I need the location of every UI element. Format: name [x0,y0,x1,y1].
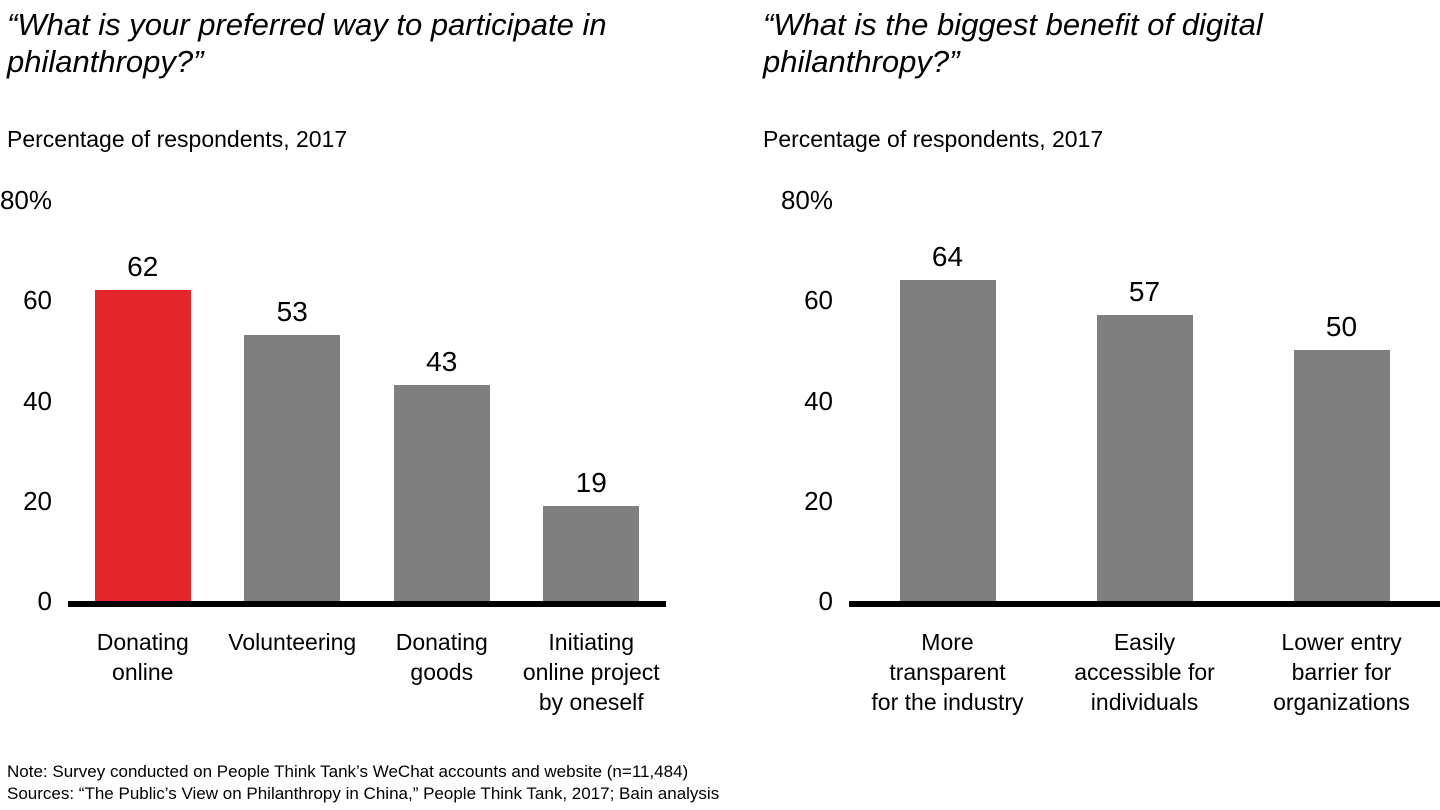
y-axis-tick-label: 20 [804,485,833,516]
chart-subtitle: Percentage of respondents, 2017 [763,126,1104,152]
chart-title: “What is your preferred way to participa… [7,7,607,79]
x-axis-category-label: Volunteering [228,629,357,655]
bar-value-label: 64 [931,241,964,273]
bar [94,290,191,601]
y-axis-tick-label: 60 [804,285,833,316]
sources-line: Sources: “The Public’s View on Philanthr… [7,784,720,803]
y-axis-tick-label: 0 [37,586,52,616]
x-axis-category-label: Donating goods [395,629,488,685]
x-axis-line [849,601,1440,607]
bar-value-label: 43 [426,346,458,378]
chart-title: “What is the biggest benefit of digital … [763,7,1263,79]
bar [543,505,640,601]
y-axis-tick-label: 60 [23,285,52,316]
y-axis-tick-label: 40 [804,385,833,416]
bar [899,280,996,601]
footnote-block: Note: Survey conducted on People Think T… [7,761,719,805]
x-axis-category-label: Easily accessible for individuals [1074,629,1215,715]
bar-value-label: 50 [1325,311,1358,343]
y-axis-top-label: 80% [780,185,833,215]
bar [244,335,341,601]
x-axis-category-label: Lower entry barrier for organizations [1273,629,1410,715]
x-axis-category-label: Initiating online project by oneself [522,629,660,715]
x-axis-line [68,601,666,607]
plot-area: 0 20 40 60 80% 62 Donating online 53 Volunteerin… [0,185,666,715]
y-axis-tick-label: 0 [818,586,833,616]
y-axis-tick-label: 40 [23,385,52,416]
bar [393,385,490,601]
x-axis-category-label: More transparent for the industry [871,629,1024,715]
y-axis-tick-label: 20 [23,485,52,516]
bar-value-label: 53 [276,296,308,328]
bar [1096,315,1193,601]
y-axis-top-label: 80% [0,185,52,215]
left-chart-panel: “What is your preferred way to participa… [0,6,666,715]
bar-value-label: 57 [1128,276,1161,308]
bar-value-label: 62 [127,251,159,283]
note-line: Note: Survey conducted on People Think T… [7,762,689,781]
bar-value-label: 19 [575,466,607,498]
chart-subtitle: Percentage of respondents, 2017 [7,126,348,152]
plot-area: 0 20 40 60 80% 64 More transparent for the ind… [781,185,1440,715]
x-axis-category-label: Donating online [96,629,189,685]
right-chart-panel: “What is the biggest benefit of digital … [763,6,1440,715]
bar [1293,350,1390,601]
